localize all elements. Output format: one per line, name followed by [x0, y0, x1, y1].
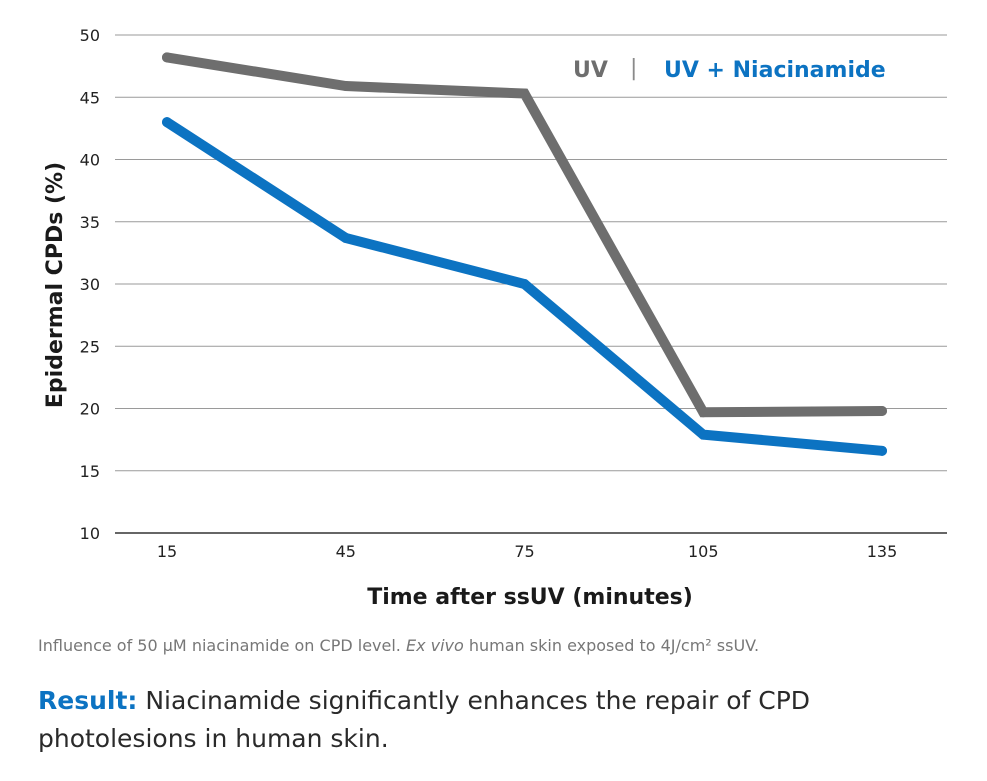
x-tick-45: 45	[336, 542, 356, 561]
y-tick-20: 20	[80, 400, 100, 419]
data-point-uv-105	[698, 407, 709, 418]
result-statement: Result: Niacinamide significantly enhanc…	[38, 682, 938, 758]
data-point-uv-niacinamide-105	[698, 429, 709, 440]
legend-label-uv-niacinamide: UV + Niacinamide	[664, 58, 886, 83]
legend-separator: |	[630, 56, 637, 81]
y-tick-15: 15	[80, 462, 100, 481]
y-tick-45: 45	[80, 88, 100, 107]
caption-text-1: Influence of 50 µM niacinamide on CPD le…	[38, 636, 406, 655]
x-tick-15: 15	[157, 542, 177, 561]
y-tick-labels: 10 15 20 25 30 35 40 45 50	[80, 26, 100, 543]
x-tick-labels: 15 45 75 105 135	[157, 542, 897, 561]
x-tick-135: 135	[867, 542, 898, 561]
data-point-uv-niacinamide-15	[162, 117, 172, 128]
figure-caption: Influence of 50 µM niacinamide on CPD le…	[38, 636, 968, 655]
y-tick-10: 10	[80, 524, 100, 543]
result-text: Niacinamide significantly enhances the r…	[38, 686, 811, 753]
x-tick-105: 105	[688, 542, 719, 561]
data-point-uv-135	[877, 405, 887, 416]
series-line-uv	[162, 52, 887, 418]
data-point-uv-niacinamide-75	[519, 279, 530, 289]
series-lines	[162, 52, 887, 456]
caption-italic: Ex vivo	[405, 636, 464, 655]
x-axis-title: Time after ssUV (minutes)	[367, 585, 693, 610]
y-tick-25: 25	[80, 337, 100, 356]
caption-text-2: human skin exposed to 4J/cm² ssUV.	[463, 636, 760, 655]
y-tick-50: 50	[80, 26, 100, 45]
legend: UV | UV + Niacinamide	[573, 56, 886, 83]
data-point-uv-niacinamide-45	[340, 232, 351, 243]
cpd-line-chart: 10 15 20 25 30 35 40 45 50 15 45 75 105 135 Time aft…	[43, 26, 947, 610]
x-tick-75: 75	[514, 542, 534, 561]
y-tick-35: 35	[80, 213, 100, 232]
y-tick-30: 30	[80, 275, 100, 294]
data-point-uv-15	[162, 52, 172, 63]
legend-label-uv: UV	[573, 58, 608, 83]
data-point-uv-niacinamide-135	[877, 445, 887, 456]
y-tick-40: 40	[80, 151, 100, 170]
data-point-uv-45	[340, 81, 351, 92]
data-point-uv-75	[519, 88, 530, 99]
result-label: Result:	[38, 686, 138, 715]
y-axis-title: Epidermal CPDs (%)	[43, 162, 68, 408]
